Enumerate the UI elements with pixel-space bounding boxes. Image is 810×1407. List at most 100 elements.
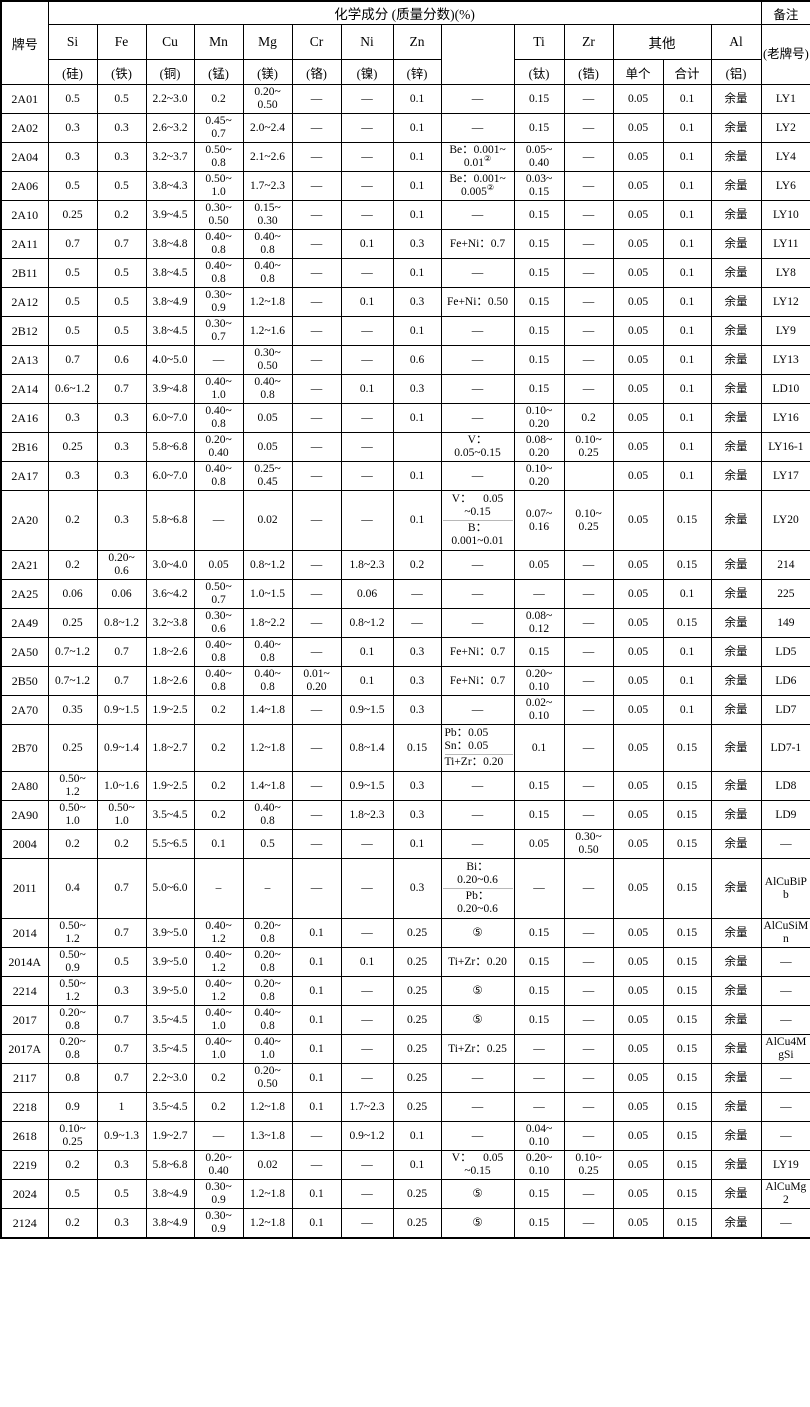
value-cell: 0.15 [513,200,565,230]
value-cell: 0.15 [662,771,712,801]
remark-cell: AlCuMg2 [760,1179,810,1209]
value-cell: 0.15 [513,258,565,288]
value-cell: 0.7~1.2 [47,666,98,696]
value-cell: — [563,550,614,580]
column-header-al: Al [710,24,762,60]
value-cell: 0.40~ 1.0 [193,1005,244,1035]
value-cell: 0.15 [662,918,712,948]
value-cell: 0.15 [513,771,565,801]
value-cell: 余量 [710,345,762,375]
value-cell: 0.05 [612,258,664,288]
value-cell: 余量 [710,1034,762,1064]
value-cell: 0.2 [193,1063,244,1093]
grade-cell: 2117 [0,1063,49,1093]
value-cell: 余量 [710,608,762,638]
column-subheader-ni: (镍) [340,59,394,85]
value-cell: 0.20~ 0.6 [96,550,147,580]
value-cell: 0.15 [662,800,712,830]
remark-cell: AlCuBiPb [760,858,810,919]
value-cell: 0.50~ 1.0 [96,800,147,830]
value-cell: — [440,1121,515,1151]
column-subheader-fe: (铁) [96,59,147,85]
value-cell: — [440,1092,515,1122]
value-cell: 0.5 [47,316,98,346]
value-cell: 0.1 [291,1063,342,1093]
remark-cell: 225 [760,579,810,609]
value-cell: 余量 [710,666,762,696]
value-cell: 0.2 [193,84,244,114]
value-cell: 0.05 [612,637,664,667]
value-cell: 0.25 [392,1208,442,1239]
table-row: 2214 0.50~ 1.2 0.3 3.9~5.0 0.40~ 1.2 0.20~ 0.… [0,976,810,1006]
value-cell: — [563,258,614,288]
table-row: 2B16 0.25 0.3 5.8~6.8 0.20~ 0.40 0.05— — V： 0.0… [0,432,810,462]
table-row: 2A04 0.3 0.3 3.2~3.7 0.50~ 0.8 2.1~2.6— —0.1 Be… [0,142,810,172]
value-cell: 0.1 [340,374,394,404]
remark-cell: LY16 [760,403,810,433]
table-row: 2A14 0.6~1.2 0.7 3.9~4.8 0.40~ 1.0 0.40~ 0.8—… [0,374,810,404]
value-cell: — [340,829,394,859]
value-cell: Fe+Ni：0.7 [440,637,515,667]
value-cell: 0.15 [513,1005,565,1035]
value-cell: 0.3 [47,113,98,143]
value-cell: 0.40~ 1.0 [242,1034,293,1064]
value-cell: 0.1 [662,374,712,404]
value-cell: 0.3 [392,771,442,801]
value-cell: 0.3 [96,976,147,1006]
table-row: 2A17 0.3 0.3 6.0~7.0 0.40~ 0.8 0.25~ 0.45— —0.… [0,461,810,491]
value-cell: 0.05 [612,1150,664,1180]
value-cell: 0.1 [340,229,394,259]
column-header-mn: Mn [193,24,244,60]
table-row: 2B11 0.5 0.5 3.8~4.5 0.40~ 0.8 0.40~ 0.8— —0.1… [0,258,810,288]
value-cell: 0.7 [96,1034,147,1064]
value-cell: 0.9 [47,1092,98,1122]
table-row: 2218 0.9 1 3.5~4.5 0.2 1.2~1.8 0.1 1.7~2.3 0.25—… [0,1092,810,1122]
value-cell: 0.50~ 1.0 [193,171,244,201]
value-cell: 0.02 [242,1150,293,1180]
value-cell: 余量 [710,771,762,801]
value-cell: 0.05 [612,1121,664,1151]
value-cell: 0.05 [612,579,664,609]
grade-cell: 2219 [0,1150,49,1180]
value-cell: 0.2 [392,550,442,580]
remark-cell: LD6 [760,666,810,696]
value-cell: 0.05 [612,345,664,375]
column-header-si: Si [47,24,98,60]
grade-cell: 2A80 [0,771,49,801]
value-cell: 0.15 [662,947,712,977]
value-cell: — [563,724,614,772]
remark-cell: LY13 [760,345,810,375]
value-cell: 0.15 [513,374,565,404]
table-row: 2219 0.2 0.3 5.8~6.8 0.20~ 0.40 0.02— —0.1 V： 0… [0,1150,810,1180]
grade-cell: 2014 [0,918,49,948]
value-cell: 0.15 [513,287,565,317]
value-cell: 0.05 [612,374,664,404]
value-cell: — [440,345,515,375]
value-cell: — [563,918,614,948]
value-cell: 0.1 [291,1208,342,1239]
value-cell: 0.25 [392,976,442,1006]
value-cell: 0.3 [392,695,442,725]
remark-cell: LY4 [760,142,810,172]
value-cell: 0.08~ 0.20 [513,432,565,462]
value-cell: – [242,858,293,919]
column-header-ni: Ni [340,24,394,60]
value-cell: 0.15 [662,550,712,580]
value-cell: — [291,771,342,801]
value-cell: 0.15 [662,1005,712,1035]
value-cell: 0.3 [392,666,442,696]
value-cell: Fe+Ni：0.50 [440,287,515,317]
value-cell: 0.25 [47,432,98,462]
value-cell: 0.2 [193,695,244,725]
value-cell: 1.2~1.8 [242,1208,293,1239]
table-row: 2A20 0.2 0.3 5.8~6.8—0.02— —0.1 V： 0.05 ~0.15… [0,490,810,551]
value-cell: 0.1 [662,200,712,230]
column-subheader-ti: (钛) [513,59,565,85]
column-subheader-mn: (锰) [193,59,244,85]
value-cell: — [563,695,614,725]
value-cell: 0.1 [392,84,442,114]
value-cell: 0.08~ 0.12 [513,608,565,638]
remark-cell: LY19 [760,1150,810,1180]
value-cell: 余量 [710,1092,762,1122]
value-cell: 0.05 [612,403,664,433]
